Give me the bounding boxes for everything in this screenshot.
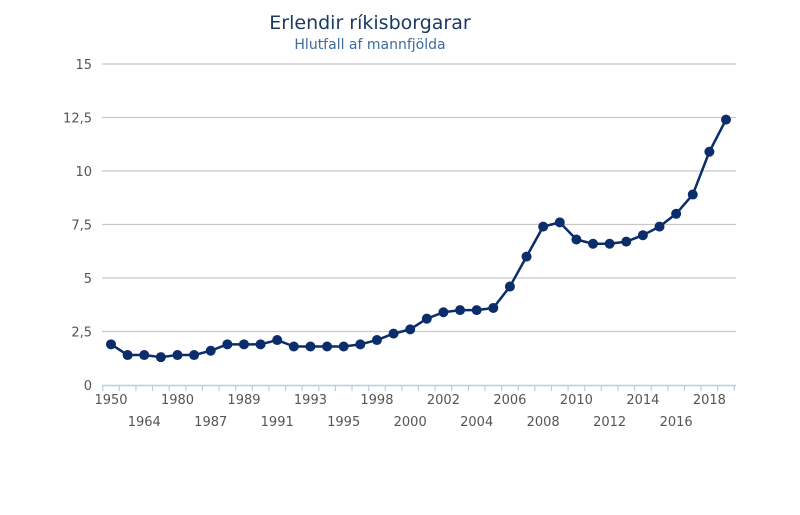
y-tick-label: 2,5 [71, 326, 92, 341]
data-point [205, 345, 216, 356]
data-point [405, 324, 416, 335]
data-point [687, 189, 698, 200]
chart-title: Erlendir ríkisborgarar [269, 12, 471, 34]
data-point [371, 335, 382, 346]
x-tick-label: 2006 [493, 393, 526, 408]
data-point [554, 217, 565, 228]
data-point [704, 146, 715, 157]
x-tick-label: 2018 [693, 393, 726, 408]
x-tick-label: 1989 [227, 393, 260, 408]
data-point [155, 352, 166, 363]
x-tick-label: 2016 [660, 415, 693, 430]
data-point [471, 305, 482, 316]
x-tick-label: 1995 [327, 415, 360, 430]
x-tick-label: 1998 [360, 393, 393, 408]
data-point [671, 208, 682, 219]
y-tick-label: 10 [75, 165, 92, 180]
data-point [488, 302, 499, 313]
y-tick-label: 0 [84, 379, 92, 394]
x-tick-label: 1987 [194, 415, 227, 430]
data-point [272, 335, 283, 346]
y-tick-label: 12,5 [63, 112, 92, 127]
data-point [288, 341, 299, 352]
x-tick-label: 2002 [427, 393, 460, 408]
data-point [538, 221, 549, 232]
data-point [504, 281, 515, 292]
data-point [338, 341, 349, 352]
data-point [189, 350, 200, 361]
data-point [588, 238, 599, 249]
data-point [621, 236, 632, 247]
chart-subtitle: Hlutfall af mannfjölda [294, 37, 446, 53]
x-tick-label: 1991 [261, 415, 294, 430]
data-point [455, 305, 466, 316]
x-tick-label: 2010 [560, 393, 593, 408]
data-point [438, 307, 449, 318]
data-point [238, 339, 249, 350]
data-point [571, 234, 582, 245]
data-point [521, 251, 532, 262]
series-line [110, 119, 728, 359]
data-point [255, 339, 266, 350]
y-tick-label: 15 [75, 58, 92, 73]
data-point [388, 328, 399, 339]
y-tick-label: 7,5 [71, 219, 92, 234]
data-point [604, 238, 615, 249]
x-tick-label: 2004 [460, 415, 493, 430]
x-tick-label: 1950 [94, 393, 127, 408]
data-point [421, 313, 432, 324]
data-point [172, 350, 183, 361]
x-tick-label: 1993 [294, 393, 327, 408]
data-point [139, 350, 150, 361]
x-tick-label: 2008 [527, 415, 560, 430]
data-point [322, 341, 333, 352]
x-tick-label: 1980 [161, 393, 194, 408]
x-tick-label: 2014 [626, 393, 659, 408]
x-tick-label: 2000 [394, 415, 427, 430]
data-point [222, 339, 233, 350]
data-point [637, 230, 648, 241]
x-tick-label: 2012 [593, 415, 626, 430]
data-point [106, 339, 116, 350]
data-point [355, 339, 366, 350]
data-point [721, 114, 731, 125]
data-point [122, 350, 133, 361]
data-point [654, 221, 665, 232]
y-tick-label: 5 [84, 272, 92, 287]
data-point [305, 341, 316, 352]
x-tick-label: 1964 [128, 415, 161, 430]
